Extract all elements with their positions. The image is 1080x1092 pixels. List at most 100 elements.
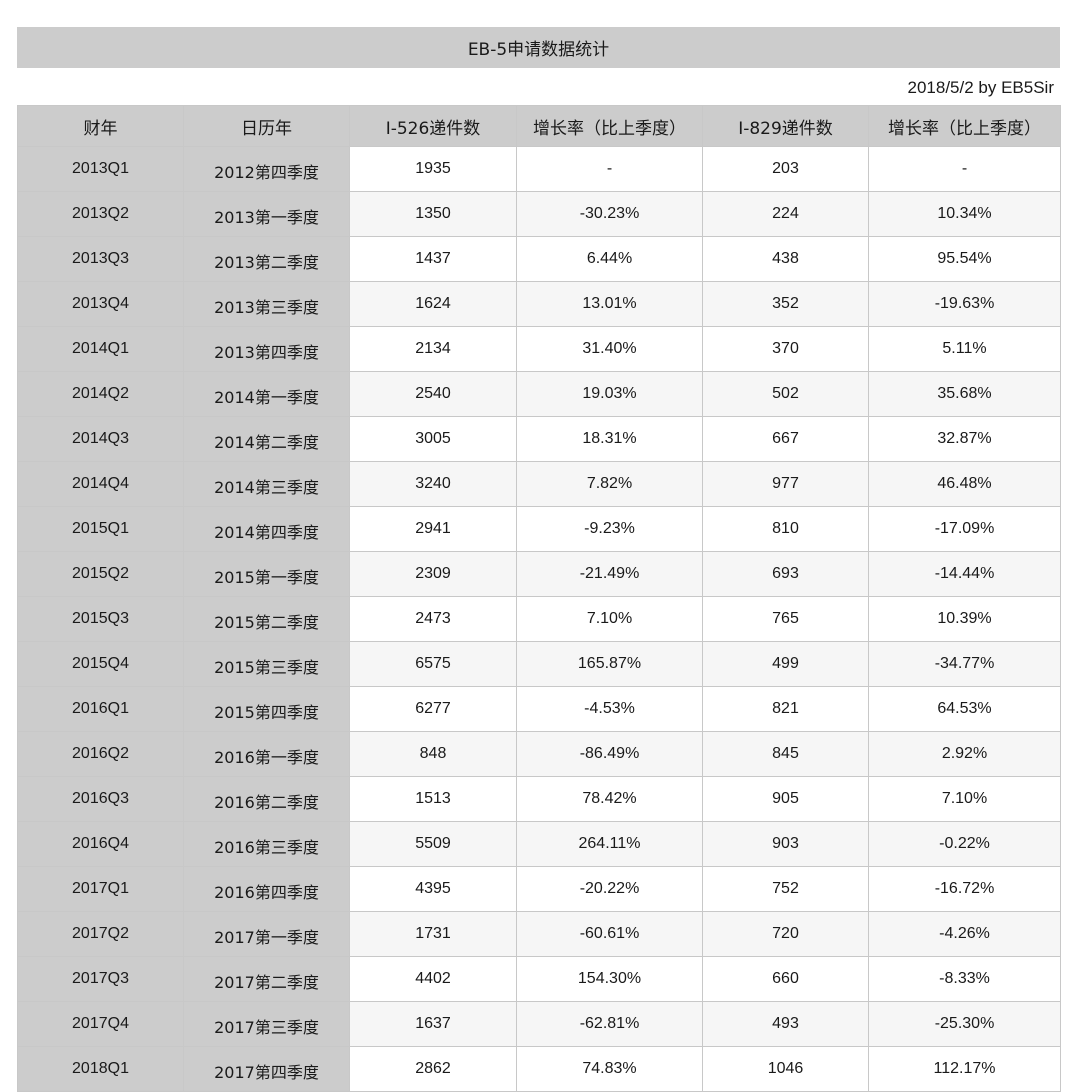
cell-i526-filings: 1624	[349, 281, 517, 327]
table-row: 2016Q1 2015第四季度 6277 -4.53% 821 64.53%	[17, 686, 1061, 732]
cell-i526-filings: 2473	[349, 596, 517, 642]
cell-i526-growth: 13.01%	[516, 281, 703, 327]
table-row: 2014Q4 2014第三季度 3240 7.82% 977 46.48%	[17, 461, 1061, 507]
cell-i526-filings: 1350	[349, 191, 517, 237]
cell-calendar-quarter: 2013第四季度	[183, 326, 350, 372]
table-row: 2015Q1 2014第四季度 2941 -9.23% 810 -17.09%	[17, 506, 1061, 552]
cell-i829-growth: 35.68%	[868, 371, 1061, 417]
header-row: 财年 日历年 I-526递件数 增长率（比上季度） I-829递件数 增长率（比…	[17, 105, 1061, 147]
cell-i829-filings: 203	[702, 146, 869, 192]
cell-i829-filings: 693	[702, 551, 869, 597]
cell-i526-growth: -30.23%	[516, 191, 703, 237]
table-row: 2016Q2 2016第一季度 848 -86.49% 845 2.92%	[17, 731, 1061, 777]
cell-i829-filings: 224	[702, 191, 869, 237]
cell-calendar-quarter: 2013第一季度	[183, 191, 350, 237]
cell-i829-growth: 95.54%	[868, 236, 1061, 282]
cell-calendar-quarter: 2014第三季度	[183, 461, 350, 507]
cell-calendar-quarter: 2013第三季度	[183, 281, 350, 327]
table-row: 2013Q2 2013第一季度 1350 -30.23% 224 10.34%	[17, 191, 1061, 237]
table-row: 2016Q4 2016第三季度 5509 264.11% 903 -0.22%	[17, 821, 1061, 867]
cell-i829-growth: 112.17%	[868, 1046, 1061, 1092]
cell-i526-filings: 1731	[349, 911, 517, 957]
cell-calendar-quarter: 2014第四季度	[183, 506, 350, 552]
cell-fiscal-year: 2015Q1	[17, 506, 184, 552]
column-header-i829-filings: I-829递件数	[702, 105, 869, 147]
cell-fiscal-year: 2017Q2	[17, 911, 184, 957]
cell-i526-growth: -4.53%	[516, 686, 703, 732]
cell-i829-filings: 352	[702, 281, 869, 327]
cell-i829-filings: 438	[702, 236, 869, 282]
cell-fiscal-year: 2016Q2	[17, 731, 184, 777]
cell-i829-growth: 46.48%	[868, 461, 1061, 507]
cell-calendar-quarter: 2017第一季度	[183, 911, 350, 957]
cell-i829-filings: 370	[702, 326, 869, 372]
cell-i829-filings: 905	[702, 776, 869, 822]
cell-i526-growth: 74.83%	[516, 1046, 703, 1092]
cell-i526-growth: 31.40%	[516, 326, 703, 372]
cell-i829-growth: 7.10%	[868, 776, 1061, 822]
cell-i829-growth: 10.34%	[868, 191, 1061, 237]
column-header-i829-growth: 增长率（比上季度）	[868, 105, 1061, 147]
cell-i526-growth: -21.49%	[516, 551, 703, 597]
cell-calendar-quarter: 2016第三季度	[183, 821, 350, 867]
cell-i526-growth: 19.03%	[516, 371, 703, 417]
cell-fiscal-year: 2017Q1	[17, 866, 184, 912]
cell-i829-growth: -4.26%	[868, 911, 1061, 957]
cell-i526-filings: 3240	[349, 461, 517, 507]
cell-i829-growth: 5.11%	[868, 326, 1061, 372]
cell-i526-filings: 6575	[349, 641, 517, 687]
cell-i526-growth: 264.11%	[516, 821, 703, 867]
cell-i829-filings: 821	[702, 686, 869, 732]
cell-calendar-quarter: 2014第二季度	[183, 416, 350, 462]
cell-i829-growth: -0.22%	[868, 821, 1061, 867]
cell-i829-growth: -25.30%	[868, 1001, 1061, 1047]
cell-fiscal-year: 2015Q3	[17, 596, 184, 642]
cell-i829-growth: -8.33%	[868, 956, 1061, 1002]
cell-i829-filings: 660	[702, 956, 869, 1002]
table-row: 2013Q4 2013第三季度 1624 13.01% 352 -19.63%	[17, 281, 1061, 327]
table-body: 2013Q1 2012第四季度 1935-203-2013Q2 2013第一季度 135…	[17, 146, 1061, 1092]
cell-i526-growth: 7.10%	[516, 596, 703, 642]
cell-i829-filings: 493	[702, 1001, 869, 1047]
cell-fiscal-year: 2015Q2	[17, 551, 184, 597]
cell-fiscal-year: 2014Q3	[17, 416, 184, 462]
cell-i526-filings: 1513	[349, 776, 517, 822]
cell-i526-filings: 6277	[349, 686, 517, 732]
cell-i526-filings: 3005	[349, 416, 517, 462]
cell-i829-filings: 903	[702, 821, 869, 867]
cell-i829-filings: 752	[702, 866, 869, 912]
cell-i829-filings: 720	[702, 911, 869, 957]
cell-i526-growth: -20.22%	[516, 866, 703, 912]
cell-calendar-quarter: 2017第三季度	[183, 1001, 350, 1047]
cell-fiscal-year: 2014Q2	[17, 371, 184, 417]
cell-fiscal-year: 2015Q4	[17, 641, 184, 687]
cell-i526-filings: 4395	[349, 866, 517, 912]
cell-i526-filings: 2941	[349, 506, 517, 552]
table-row: 2013Q3 2013第二季度 1437 6.44% 438 95.54%	[17, 236, 1061, 282]
cell-i829-growth: 10.39%	[868, 596, 1061, 642]
cell-fiscal-year: 2016Q1	[17, 686, 184, 732]
cell-calendar-quarter: 2015第三季度	[183, 641, 350, 687]
cell-i829-filings: 667	[702, 416, 869, 462]
cell-fiscal-year: 2016Q3	[17, 776, 184, 822]
cell-fiscal-year: 2013Q4	[17, 281, 184, 327]
cell-i829-filings: 1046	[702, 1046, 869, 1092]
table-row: 2014Q2 2014第一季度 2540 19.03% 502 35.68%	[17, 371, 1061, 417]
table-row: 2017Q4 2017第三季度 1637 -62.81% 493 -25.30%	[17, 1001, 1061, 1047]
cell-fiscal-year: 2014Q1	[17, 326, 184, 372]
cell-i829-growth: -	[868, 146, 1061, 192]
cell-fiscal-year: 2014Q4	[17, 461, 184, 507]
column-header-i526-growth: 增长率（比上季度）	[516, 105, 703, 147]
table-row: 2017Q3 2017第二季度 4402 154.30% 660 -8.33%	[17, 956, 1061, 1002]
cell-i829-growth: 32.87%	[868, 416, 1061, 462]
cell-i829-filings: 502	[702, 371, 869, 417]
cell-i526-growth: -	[516, 146, 703, 192]
cell-i829-filings: 810	[702, 506, 869, 552]
table-row: 2014Q1 2013第四季度 2134 31.40% 370 5.11%	[17, 326, 1061, 372]
cell-i526-filings: 2134	[349, 326, 517, 372]
cell-i526-growth: -60.61%	[516, 911, 703, 957]
date-author-byline: 2018/5/2 by EB5Sir	[907, 78, 1054, 97]
cell-i526-filings: 1437	[349, 236, 517, 282]
table-row: 2017Q2 2017第一季度 1731 -60.61% 720 -4.26%	[17, 911, 1061, 957]
cell-calendar-quarter: 2016第一季度	[183, 731, 350, 777]
